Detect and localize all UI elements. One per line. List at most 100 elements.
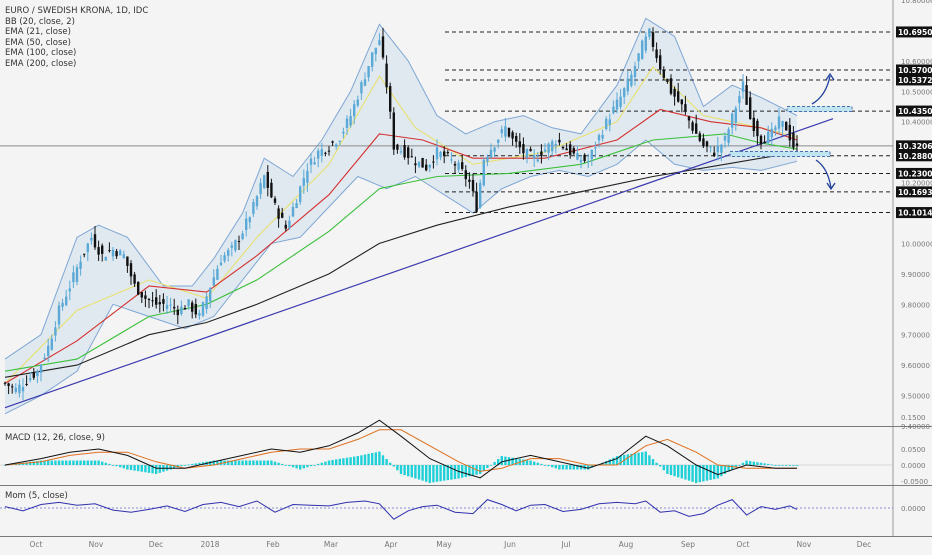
candle-body	[79, 261, 82, 269]
macd-histogram-bar	[522, 459, 525, 465]
candle-body	[356, 99, 359, 106]
macd-histogram-bar	[39, 460, 43, 465]
macd-histogram-bar	[338, 458, 341, 465]
macd-histogram-bar	[212, 460, 215, 465]
candle-body	[641, 40, 644, 60]
candle-body	[561, 147, 565, 149]
macd-histogram-bar	[50, 460, 53, 465]
candle-body	[165, 304, 169, 309]
macd-histogram-bar	[104, 462, 107, 465]
candle-body	[497, 139, 500, 143]
macd-histogram-bar	[443, 465, 446, 481]
candle-body	[111, 249, 115, 257]
price-tick-label: 10.50000	[901, 88, 932, 96]
time-tick-label: Dec	[149, 540, 164, 549]
price-tick-label: 9.50000	[901, 393, 930, 401]
candle-body	[335, 144, 338, 147]
macd-histogram-bar	[576, 465, 579, 470]
candle-body	[464, 170, 467, 180]
macd-histogram-bar	[155, 465, 158, 474]
candle-body	[14, 387, 17, 392]
macd-histogram-bar	[342, 458, 345, 465]
macd-histogram-bar	[540, 463, 543, 465]
candle-body	[140, 292, 143, 298]
macd-histogram-bar	[651, 459, 655, 465]
candle-body	[594, 147, 597, 149]
macd-histogram-bar	[738, 465, 741, 466]
macd-histogram-bar	[320, 462, 323, 465]
candle-body	[511, 132, 514, 139]
macd-histogram-bar	[216, 460, 219, 465]
candle-body	[572, 148, 575, 154]
macd-histogram-bar	[533, 461, 536, 465]
candle-body	[201, 302, 205, 316]
macd-histogram-bar	[263, 460, 266, 465]
macd-histogram-bar	[241, 460, 244, 465]
macd-histogram-bar	[723, 465, 727, 474]
candle-body	[374, 47, 377, 55]
candle-body	[43, 357, 46, 360]
macd-histogram-bar	[25, 462, 28, 465]
level-tag-label: 10.53725	[898, 76, 932, 85]
candle-body	[32, 372, 35, 378]
candle-body	[518, 141, 521, 148]
candle-body	[569, 144, 572, 156]
macd-histogram-bar	[695, 465, 698, 483]
candle-body	[745, 85, 748, 105]
candle-body	[684, 104, 687, 112]
macd-histogram-bar	[367, 453, 370, 465]
candle-body	[677, 91, 680, 102]
candle-body	[47, 345, 50, 357]
candle-body	[428, 164, 431, 168]
candle-body	[554, 144, 557, 146]
candle-body	[223, 255, 226, 261]
macd-histogram-bar	[111, 465, 115, 466]
macd-histogram-bar	[529, 460, 532, 465]
candle-body	[536, 159, 539, 162]
resistance-box	[786, 106, 853, 112]
macd-histogram-bar	[83, 460, 86, 465]
macd-tick-label: -0.0500	[901, 478, 928, 486]
candle-body	[273, 198, 277, 203]
macd-histogram-bar	[255, 460, 259, 465]
candle-body	[385, 63, 388, 88]
candle-body	[507, 127, 511, 137]
macd-histogram-bar	[198, 462, 201, 465]
candle-body	[489, 149, 493, 158]
macd-histogram-bar	[741, 462, 745, 465]
candle-body	[727, 129, 730, 143]
price-tick-label: 10.60000	[901, 58, 932, 66]
candle-body	[590, 150, 593, 160]
candle-body	[417, 161, 421, 167]
macd-histogram-bar	[299, 465, 302, 470]
macd-histogram-bar	[468, 465, 471, 477]
macd-histogram-bar	[173, 465, 176, 469]
macd-histogram-bar	[371, 453, 374, 465]
chart-title: EURO / SWEDISH KRONA, 1D, IDC	[5, 6, 149, 16]
macd-histogram-bar	[788, 465, 791, 466]
macd-histogram-bar	[612, 457, 615, 465]
arrow-down-head	[826, 182, 836, 191]
candle-body	[432, 161, 435, 163]
macd-histogram-bar	[374, 452, 377, 465]
candle-body	[457, 162, 460, 170]
macd-histogram-bar	[579, 465, 583, 470]
candle-body	[299, 186, 302, 203]
candle-body	[194, 304, 197, 315]
bb-indicator-label: BB (20, close, 2)	[5, 16, 75, 27]
macd-histogram-bar	[47, 460, 50, 465]
macd-histogram-bar	[403, 465, 406, 476]
candle-body	[176, 309, 179, 316]
level-tag	[896, 26, 932, 38]
candle-body	[295, 203, 298, 209]
macd-histogram-bar	[698, 465, 701, 483]
price-tick-label: 10.40000	[901, 119, 932, 127]
macd-histogram-bar	[32, 461, 35, 465]
macd-histogram-bar	[191, 463, 194, 465]
macd-histogram-bar	[489, 465, 493, 466]
macd-histogram-bar	[497, 459, 500, 465]
candle-body	[612, 106, 615, 114]
macd-histogram-bar	[587, 465, 590, 470]
